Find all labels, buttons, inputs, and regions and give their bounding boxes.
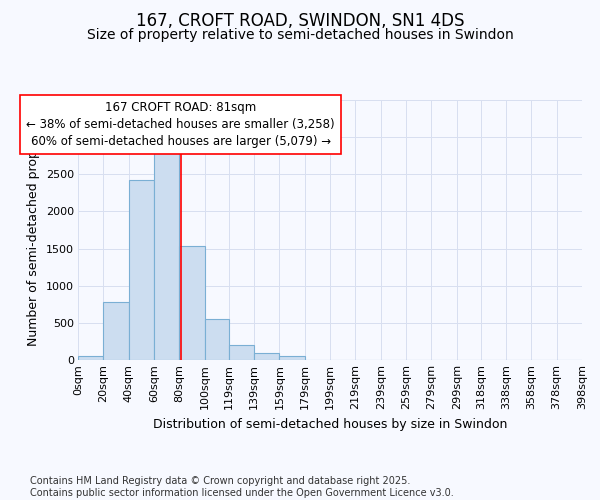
Bar [179, 246, 205, 360]
Bar [78, 356, 103, 360]
Y-axis label: Number of semi-detached properties: Number of semi-detached properties [27, 114, 40, 346]
Text: 167, CROFT ROAD, SWINDON, SN1 4DS: 167, CROFT ROAD, SWINDON, SN1 4DS [136, 12, 464, 30]
Text: Size of property relative to semi-detached houses in Swindon: Size of property relative to semi-detach… [86, 28, 514, 42]
Bar [205, 319, 229, 360]
Text: 167 CROFT ROAD: 81sqm
← 38% of semi-detached houses are smaller (3,258)
60% of s: 167 CROFT ROAD: 81sqm ← 38% of semi-deta… [26, 100, 335, 148]
Bar [103, 302, 128, 360]
X-axis label: Distribution of semi-detached houses by size in Swindon: Distribution of semi-detached houses by … [153, 418, 507, 430]
Bar [254, 352, 280, 360]
Bar [229, 345, 254, 360]
Bar [128, 180, 154, 360]
Text: Contains HM Land Registry data © Crown copyright and database right 2025.
Contai: Contains HM Land Registry data © Crown c… [30, 476, 454, 498]
Bar [154, 144, 179, 360]
Bar [280, 356, 305, 360]
